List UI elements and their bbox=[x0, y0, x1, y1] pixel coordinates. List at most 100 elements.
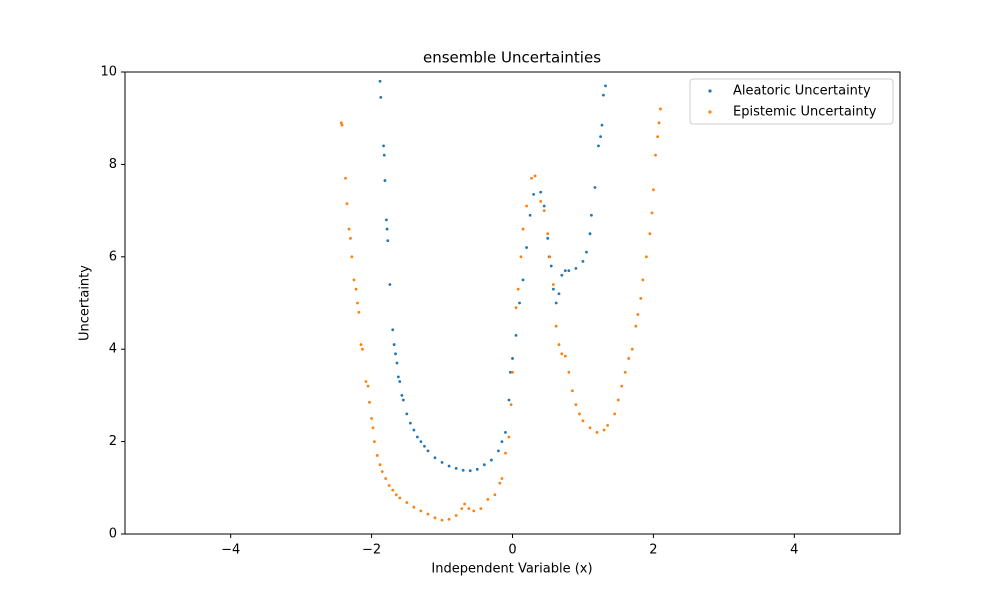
point bbox=[382, 153, 386, 157]
point bbox=[395, 361, 399, 365]
point bbox=[400, 394, 404, 397]
point bbox=[639, 296, 643, 300]
point bbox=[486, 497, 490, 501]
point bbox=[641, 278, 645, 282]
point bbox=[368, 400, 371, 404]
point bbox=[546, 236, 550, 240]
point bbox=[601, 93, 605, 97]
point bbox=[533, 174, 537, 178]
chart-title: ensemble Uncertainties bbox=[423, 49, 601, 67]
point bbox=[405, 412, 409, 416]
point bbox=[391, 328, 395, 332]
y-tick-label: 8 bbox=[109, 157, 117, 172]
point bbox=[599, 135, 602, 139]
point bbox=[514, 306, 518, 310]
point bbox=[350, 255, 354, 259]
point bbox=[514, 333, 518, 337]
point bbox=[394, 493, 398, 497]
point bbox=[560, 273, 564, 277]
point bbox=[560, 352, 564, 356]
point bbox=[497, 449, 500, 453]
point bbox=[454, 514, 458, 517]
point bbox=[391, 488, 395, 492]
point bbox=[371, 426, 375, 430]
point bbox=[546, 232, 550, 236]
point bbox=[345, 202, 349, 206]
point bbox=[489, 458, 493, 462]
point bbox=[396, 375, 400, 379]
point bbox=[507, 398, 511, 402]
point bbox=[557, 292, 561, 296]
point bbox=[426, 512, 430, 516]
point bbox=[460, 507, 464, 510]
point bbox=[401, 398, 405, 402]
point bbox=[525, 204, 528, 208]
point bbox=[398, 496, 402, 500]
point bbox=[613, 412, 617, 416]
point bbox=[447, 464, 451, 468]
point bbox=[373, 440, 376, 443]
point bbox=[602, 428, 606, 432]
point bbox=[415, 435, 419, 439]
point bbox=[563, 269, 567, 273]
point bbox=[508, 370, 512, 374]
y-axis-label: Uncertainty bbox=[78, 265, 93, 341]
point bbox=[519, 255, 523, 259]
point bbox=[627, 357, 631, 360]
point bbox=[530, 176, 533, 180]
y-tick-label: 2 bbox=[109, 434, 117, 449]
point bbox=[347, 227, 351, 231]
point bbox=[554, 324, 558, 328]
point bbox=[648, 232, 652, 236]
point bbox=[659, 107, 662, 111]
point bbox=[567, 269, 571, 273]
point bbox=[384, 218, 388, 222]
point bbox=[394, 352, 397, 356]
legend-label: Aleatoric Uncertainty bbox=[733, 84, 871, 99]
point bbox=[504, 451, 507, 455]
point bbox=[440, 460, 444, 464]
point bbox=[356, 301, 359, 305]
point bbox=[570, 389, 574, 393]
point bbox=[361, 347, 364, 351]
point bbox=[419, 509, 423, 513]
point bbox=[650, 211, 654, 215]
x-tick-label: −2 bbox=[362, 543, 381, 558]
point bbox=[352, 278, 356, 282]
point bbox=[630, 347, 634, 351]
point bbox=[578, 412, 581, 416]
point bbox=[500, 477, 504, 480]
point bbox=[532, 193, 536, 196]
point bbox=[447, 517, 451, 521]
point bbox=[542, 209, 546, 213]
point bbox=[378, 79, 382, 83]
point bbox=[467, 507, 471, 510]
x-axis-label: Independent Variable (x) bbox=[431, 562, 592, 577]
point bbox=[606, 424, 610, 427]
plot-frame bbox=[124, 71, 901, 535]
point bbox=[509, 403, 513, 407]
point bbox=[493, 493, 497, 497]
point bbox=[554, 301, 558, 305]
point bbox=[654, 153, 657, 157]
point bbox=[616, 398, 620, 402]
point bbox=[590, 213, 593, 217]
point bbox=[542, 204, 546, 208]
point bbox=[384, 477, 388, 480]
point bbox=[370, 417, 373, 420]
point bbox=[567, 370, 571, 374]
point bbox=[344, 176, 347, 180]
point bbox=[388, 283, 392, 286]
point bbox=[364, 380, 368, 383]
point bbox=[379, 96, 383, 99]
point bbox=[563, 354, 567, 358]
point bbox=[423, 444, 426, 448]
point bbox=[357, 310, 361, 314]
point bbox=[539, 199, 543, 203]
point bbox=[539, 190, 543, 194]
point bbox=[463, 502, 466, 506]
point bbox=[507, 435, 511, 439]
point bbox=[426, 449, 430, 453]
point bbox=[340, 123, 344, 127]
point bbox=[574, 266, 578, 270]
